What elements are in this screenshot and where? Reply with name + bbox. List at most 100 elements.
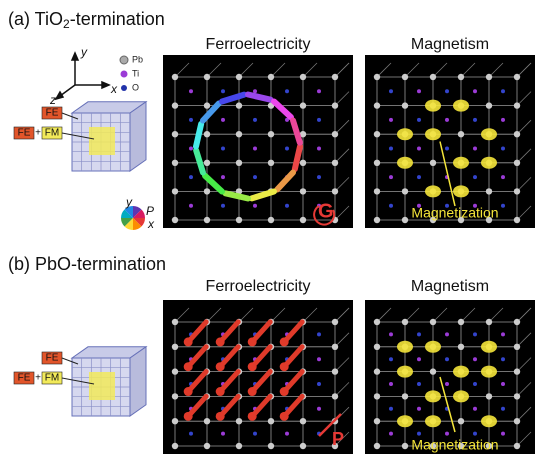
atom bbox=[332, 102, 338, 108]
atom bbox=[374, 217, 380, 223]
magnetization-lobe bbox=[397, 128, 413, 140]
atom bbox=[417, 407, 421, 411]
atom bbox=[204, 74, 210, 80]
atom bbox=[402, 393, 408, 399]
atom bbox=[501, 118, 505, 122]
atom bbox=[300, 418, 306, 424]
atom bbox=[300, 102, 306, 108]
atom bbox=[285, 147, 289, 151]
atom bbox=[389, 382, 393, 386]
atom bbox=[402, 188, 408, 194]
atom bbox=[268, 160, 274, 166]
atom bbox=[458, 319, 464, 325]
atom bbox=[204, 102, 210, 108]
atom bbox=[430, 160, 436, 166]
atom bbox=[445, 382, 449, 386]
atom bbox=[514, 443, 520, 449]
atom bbox=[172, 344, 178, 350]
fm-label: FM bbox=[45, 128, 59, 139]
panel-heading: Ferroelectricity bbox=[206, 36, 311, 53]
atom bbox=[204, 131, 210, 137]
legend-dot bbox=[121, 71, 128, 78]
fm-label: FM bbox=[45, 373, 59, 384]
magnetization-lobe bbox=[481, 157, 497, 169]
legend-label: O bbox=[132, 82, 139, 92]
magnetization-lobe bbox=[481, 366, 497, 378]
atom bbox=[253, 175, 257, 179]
axis-label: z bbox=[49, 93, 56, 107]
magnetization-lobe bbox=[397, 157, 413, 169]
atom bbox=[300, 74, 306, 80]
atom bbox=[172, 102, 178, 108]
atom bbox=[473, 175, 477, 179]
magnetization-lobe bbox=[425, 390, 441, 402]
atom bbox=[417, 432, 421, 436]
atom bbox=[374, 74, 380, 80]
atom bbox=[332, 393, 338, 399]
atom bbox=[417, 175, 421, 179]
atom bbox=[221, 147, 225, 151]
atom bbox=[389, 118, 393, 122]
wheel-label: P bbox=[146, 204, 154, 218]
atom bbox=[486, 393, 492, 399]
atom bbox=[236, 131, 242, 137]
atom bbox=[189, 89, 193, 93]
atom bbox=[236, 74, 242, 80]
atom bbox=[189, 118, 193, 122]
atom bbox=[486, 319, 492, 325]
atom bbox=[402, 443, 408, 449]
atom bbox=[374, 319, 380, 325]
atom bbox=[204, 160, 210, 166]
title-part: -termination bbox=[70, 9, 165, 29]
atom bbox=[285, 204, 289, 208]
arrow-head bbox=[184, 362, 193, 371]
arrow-head bbox=[280, 362, 289, 371]
atom bbox=[501, 407, 505, 411]
atom bbox=[253, 118, 257, 122]
atom bbox=[514, 102, 520, 108]
atom bbox=[332, 188, 338, 194]
atom bbox=[300, 443, 306, 449]
atom bbox=[417, 357, 421, 361]
arrow-head bbox=[216, 412, 225, 421]
magnetization-lobe bbox=[453, 390, 469, 402]
atom bbox=[445, 89, 449, 93]
atom bbox=[332, 344, 338, 350]
atom bbox=[514, 319, 520, 325]
title-part: (a) TiO bbox=[8, 9, 63, 29]
atom bbox=[501, 357, 505, 361]
atom bbox=[374, 393, 380, 399]
ferro-symbol: G bbox=[318, 200, 334, 222]
atom bbox=[332, 319, 338, 325]
atom bbox=[204, 217, 210, 223]
magnetization-lobe bbox=[425, 341, 441, 353]
atom bbox=[189, 175, 193, 179]
atom bbox=[221, 89, 225, 93]
atom bbox=[473, 147, 477, 151]
atom bbox=[285, 89, 289, 93]
atom bbox=[430, 319, 436, 325]
atom bbox=[268, 443, 274, 449]
atom bbox=[458, 418, 464, 424]
image-panel bbox=[365, 300, 535, 454]
atom bbox=[473, 407, 477, 411]
arrow-head bbox=[248, 387, 257, 396]
atom bbox=[189, 204, 193, 208]
wheel-label: x bbox=[147, 217, 155, 231]
atom bbox=[473, 332, 477, 336]
atom bbox=[236, 160, 242, 166]
atom bbox=[317, 118, 321, 122]
atom bbox=[514, 131, 520, 137]
atom bbox=[285, 432, 289, 436]
atom bbox=[221, 118, 225, 122]
arrow-head bbox=[280, 337, 289, 346]
atom bbox=[374, 102, 380, 108]
atom bbox=[514, 368, 520, 374]
atom bbox=[332, 368, 338, 374]
atom bbox=[172, 74, 178, 80]
atom bbox=[172, 368, 178, 374]
atom bbox=[317, 332, 321, 336]
atom bbox=[374, 160, 380, 166]
color-wheel bbox=[121, 206, 145, 230]
atom bbox=[300, 160, 306, 166]
